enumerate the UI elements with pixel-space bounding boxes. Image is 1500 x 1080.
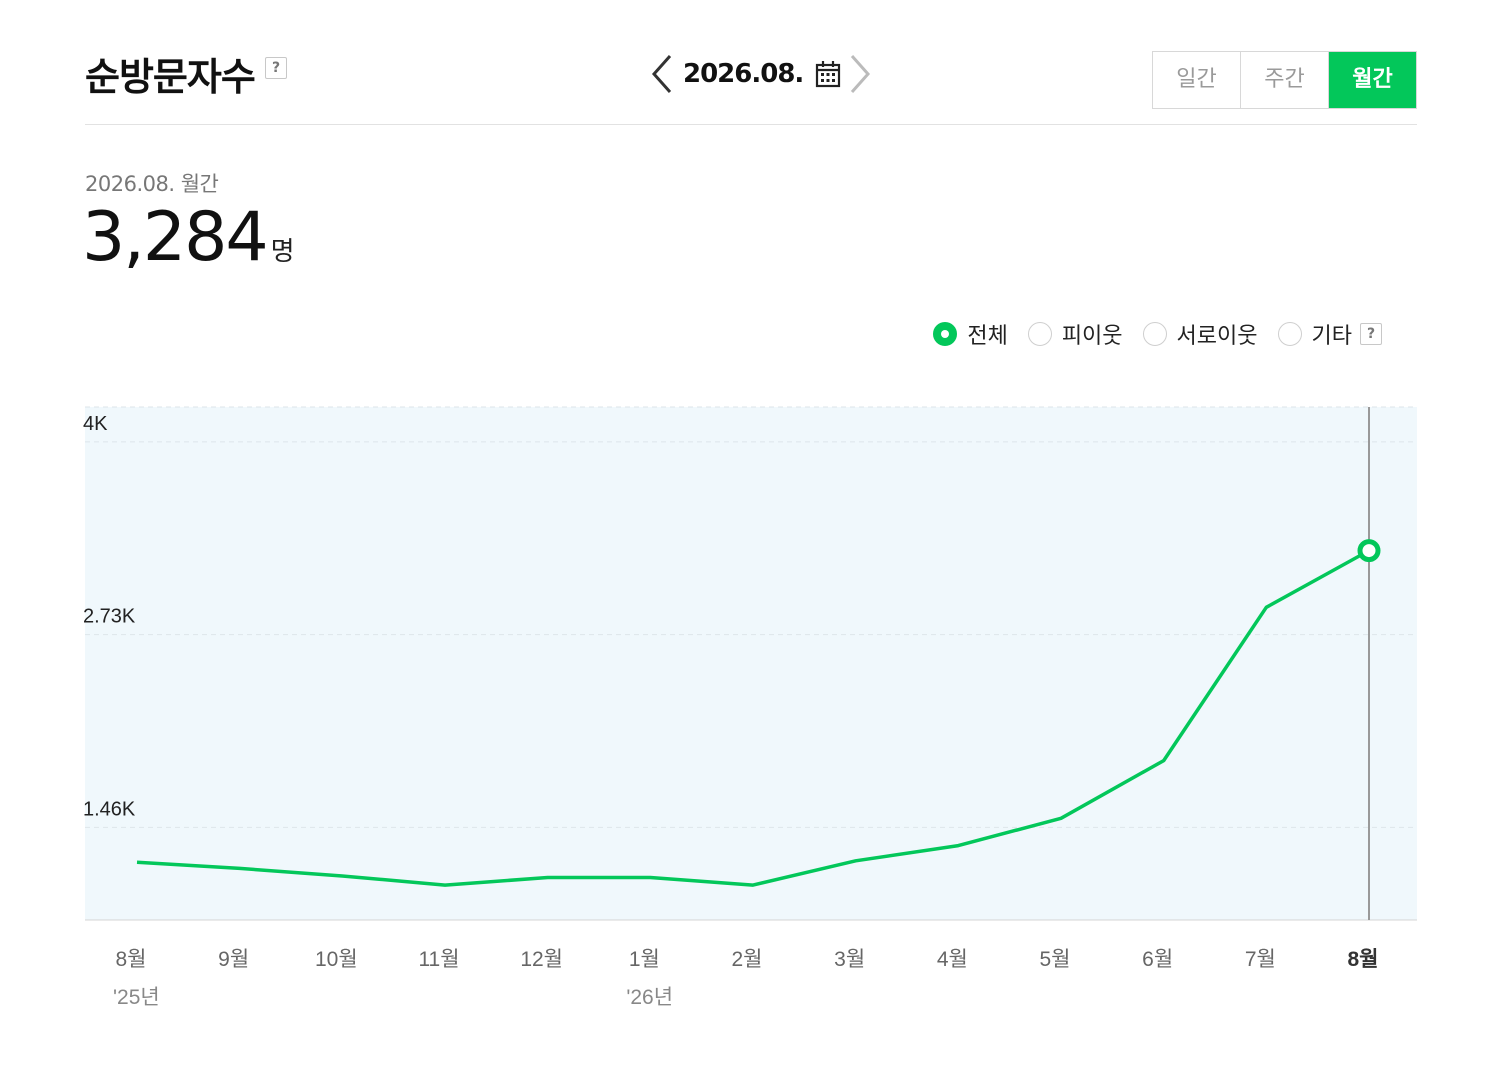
visitor-line-chart: 1.46K 2.73K 4K 8월 '25년 9월 10월 11월 12월 1월 '26년 2월 3월 4…: [83, 406, 1417, 1009]
x-tick-label: 5월: [1040, 948, 1071, 971]
visitor-series-line: [136, 549, 1370, 887]
page-title: 순방문자수: [85, 55, 256, 99]
x-tick-label: 1월: [629, 948, 660, 971]
radio-all[interactable]: [933, 322, 958, 346]
radio-other[interactable]: [1277, 322, 1302, 346]
filter-mutual-neighbor[interactable]: 서로이웃: [1142, 318, 1258, 350]
calendar-icon[interactable]: [813, 58, 843, 90]
current-data-point[interactable]: [1357, 539, 1381, 563]
y-tick-label: 2.73K: [83, 606, 136, 628]
filter-neighbor[interactable]: 피이웃: [1027, 318, 1123, 350]
tab-daily[interactable]: 일간: [1153, 52, 1240, 108]
summary-value: 3,284 명: [82, 198, 295, 277]
help-icon[interactable]: ?: [1360, 323, 1382, 345]
x-year-label: '25년: [113, 986, 160, 1009]
stats-header: 순방문자수 ? 2026.08. 일간 주간 월간: [85, 40, 1417, 125]
plot-area: [85, 407, 1417, 920]
radio-mutual-neighbor[interactable]: [1142, 322, 1167, 346]
tab-monthly[interactable]: 월간: [1328, 52, 1416, 108]
filter-all-label: 전체: [967, 324, 1008, 349]
chevron-left-icon[interactable]: [645, 52, 679, 96]
visitor-count: 3,284: [82, 198, 269, 277]
help-icon[interactable]: ?: [265, 57, 287, 79]
date-navigator: 2026.08.: [645, 52, 877, 96]
y-tick-label: 1.46K: [83, 798, 136, 820]
x-tick-label: 4월: [937, 948, 968, 971]
filter-other-label: 기타: [1311, 324, 1352, 349]
tab-weekly[interactable]: 주간: [1240, 52, 1328, 108]
x-tick-label: 12월: [520, 948, 563, 971]
x-tick-label: 9월: [218, 948, 249, 971]
visitor-count-unit: 명: [270, 237, 295, 267]
chevron-right-icon[interactable]: [843, 52, 877, 96]
x-tick-label: 3월: [834, 948, 865, 971]
x-tick-label: 11월: [418, 948, 459, 971]
period-tabs: 일간 주간 월간: [1152, 51, 1417, 109]
x-tick-label: 7월: [1245, 948, 1276, 971]
visitor-type-filters: 전체 피이웃 서로이웃 기타 ?: [933, 318, 1382, 350]
filter-all[interactable]: 전체: [933, 318, 1008, 350]
x-tick-label: 2월: [732, 948, 763, 971]
filter-mutual-neighbor-label: 서로이웃: [1176, 324, 1258, 349]
x-year-label: '26년: [626, 986, 673, 1009]
y-tick-label: 4K: [83, 413, 108, 435]
x-tick-label: 10월: [315, 948, 358, 971]
current-date-label: 2026.08.: [683, 59, 804, 89]
filter-neighbor-label: 피이웃: [1061, 324, 1123, 349]
x-tick-label: 8월: [116, 948, 147, 971]
x-tick-label: 6월: [1142, 948, 1173, 971]
radio-neighbor[interactable]: [1027, 322, 1052, 346]
x-tick-label: 8월: [1348, 948, 1379, 971]
summary-period-label: 2026.08. 월간: [85, 172, 219, 196]
filter-other[interactable]: 기타 ?: [1277, 318, 1382, 350]
